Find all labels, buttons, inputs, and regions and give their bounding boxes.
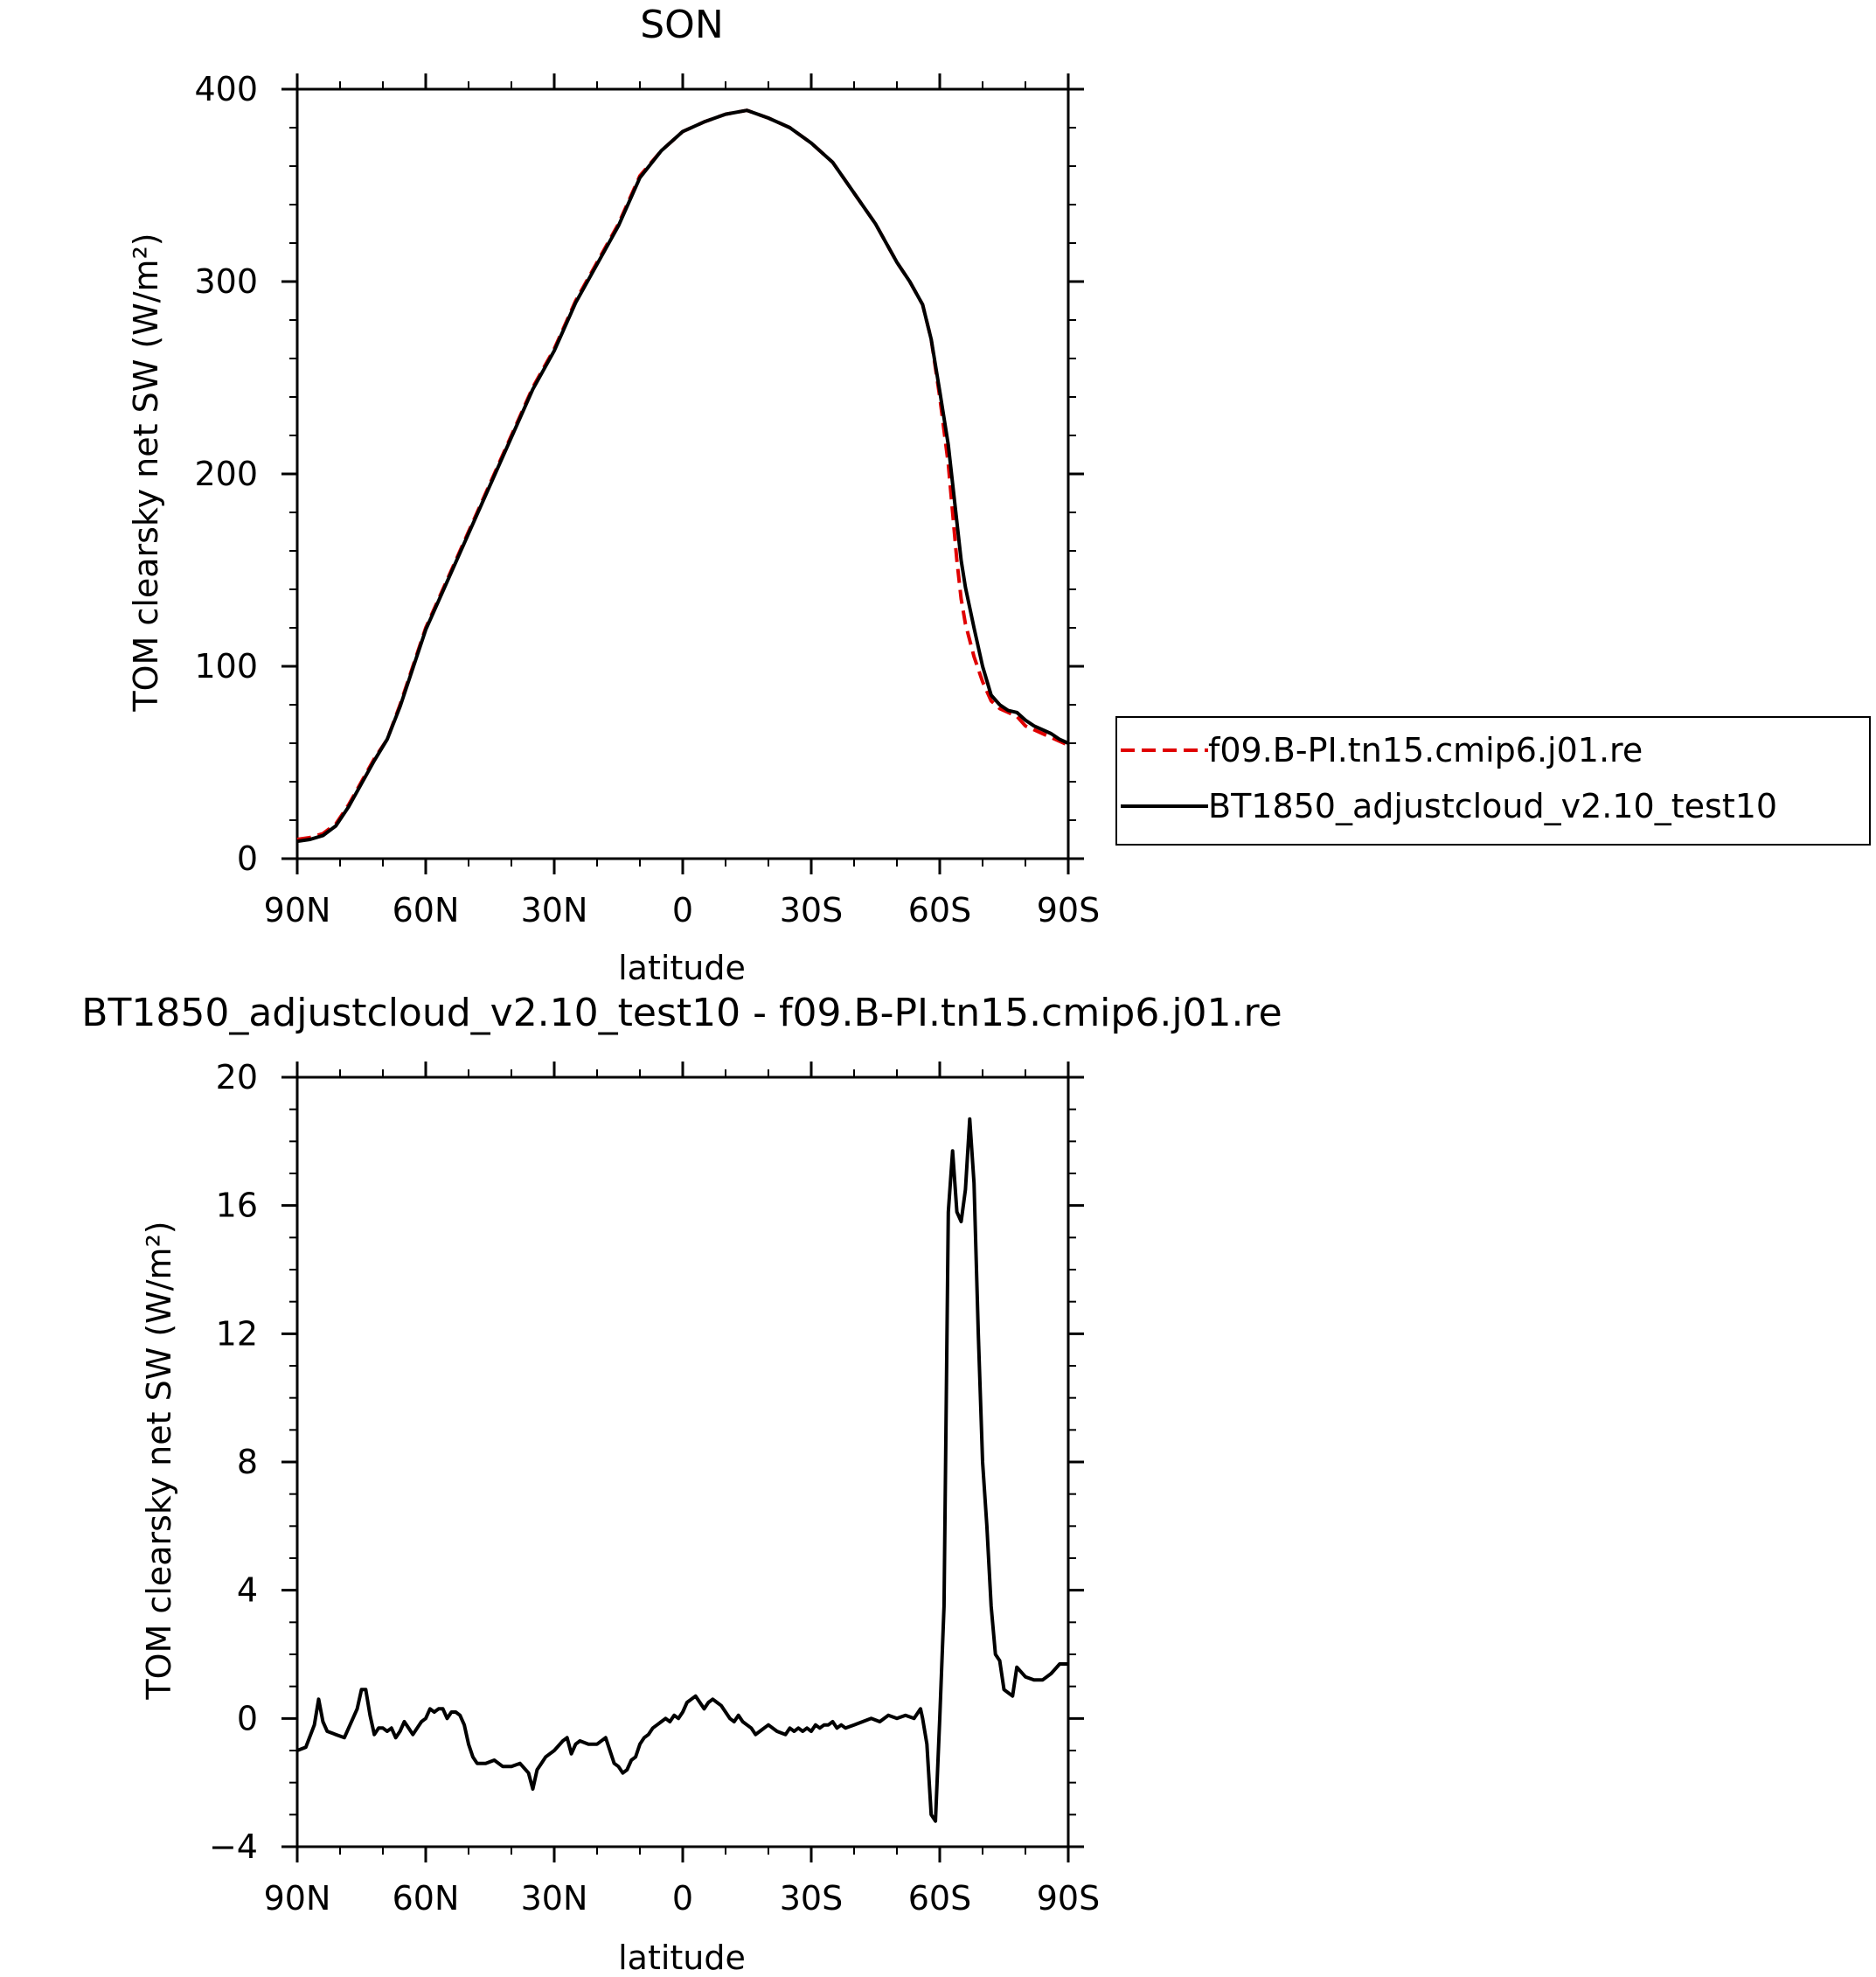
bottom-panel-title: BT1850_adjustcloud_v2.10_test10 - f09.B-… [81,991,1282,1035]
top-ytick-label: 100 [194,647,258,686]
legend: f09.B-PI.tn15.cmip6.j01.re BT1850_adjust… [1115,716,1871,846]
bottom-xtick-label: 60N [393,1879,460,1918]
bottom-xtick-label: 60S [908,1879,971,1918]
bottom-ytick-label: −4 [209,1827,258,1866]
top-ytick-label: 0 [237,839,258,878]
bottom-xtick-label: 0 [672,1879,693,1918]
top-xtick-label: 0 [672,891,693,929]
top-panel-title: SON [640,3,723,47]
top-ytick-label: 300 [194,262,258,301]
top-panel-ylabel: TOM clearsky net SW (W/m²) [127,233,165,712]
top-ytick-label: 400 [194,70,258,108]
bottom-ytick-label: 20 [216,1058,258,1096]
legend-label-bt1850: BT1850_adjustcloud_v2.10_test10 [1208,787,1777,825]
top-panel: SON latitude TOM clearsky net SW (W/m²) … [127,3,1100,987]
bottom-xtick-label: 30S [780,1879,843,1918]
top-ytick-label: 200 [194,455,258,493]
bottom-xtick-label: 90N [264,1879,331,1918]
top-xtick-label: 30S [780,891,843,929]
bottom-xtick-label: 30N [521,1879,588,1918]
bottom-panel-ylabel: TOM clearsky net SW (W/m²) [140,1221,178,1700]
top-xtick-label: 60S [908,891,971,929]
bottom-plot-frame [295,1076,1070,1848]
bottom-ytick-label: 8 [237,1443,258,1481]
bottom-series-line-0 [296,1117,1068,1823]
top-xtick-label: 60N [393,891,460,929]
bottom-xtick-label: 90S [1037,1879,1100,1918]
bottom-panel: BT1850_adjustcloud_v2.10_test10 - f09.B-… [81,991,1282,1977]
top-xtick-label: 30N [521,891,588,929]
bottom-panel-xlabel: latitude [618,1939,746,1977]
bottom-ytick-label: 0 [237,1699,258,1737]
bottom-ytick-label: 12 [216,1314,258,1353]
bottom-ytick-label: 4 [237,1571,258,1610]
bottom-ytick-label: 16 [216,1187,258,1225]
top-series-line-1 [296,108,1069,844]
top-xtick-label: 90N [264,891,331,929]
legend-label-f09: f09.B-PI.tn15.cmip6.j01.re [1208,731,1643,769]
top-panel-xlabel: latitude [618,949,746,987]
top-xtick-label: 90S [1037,891,1100,929]
legend-box [1115,716,1871,846]
